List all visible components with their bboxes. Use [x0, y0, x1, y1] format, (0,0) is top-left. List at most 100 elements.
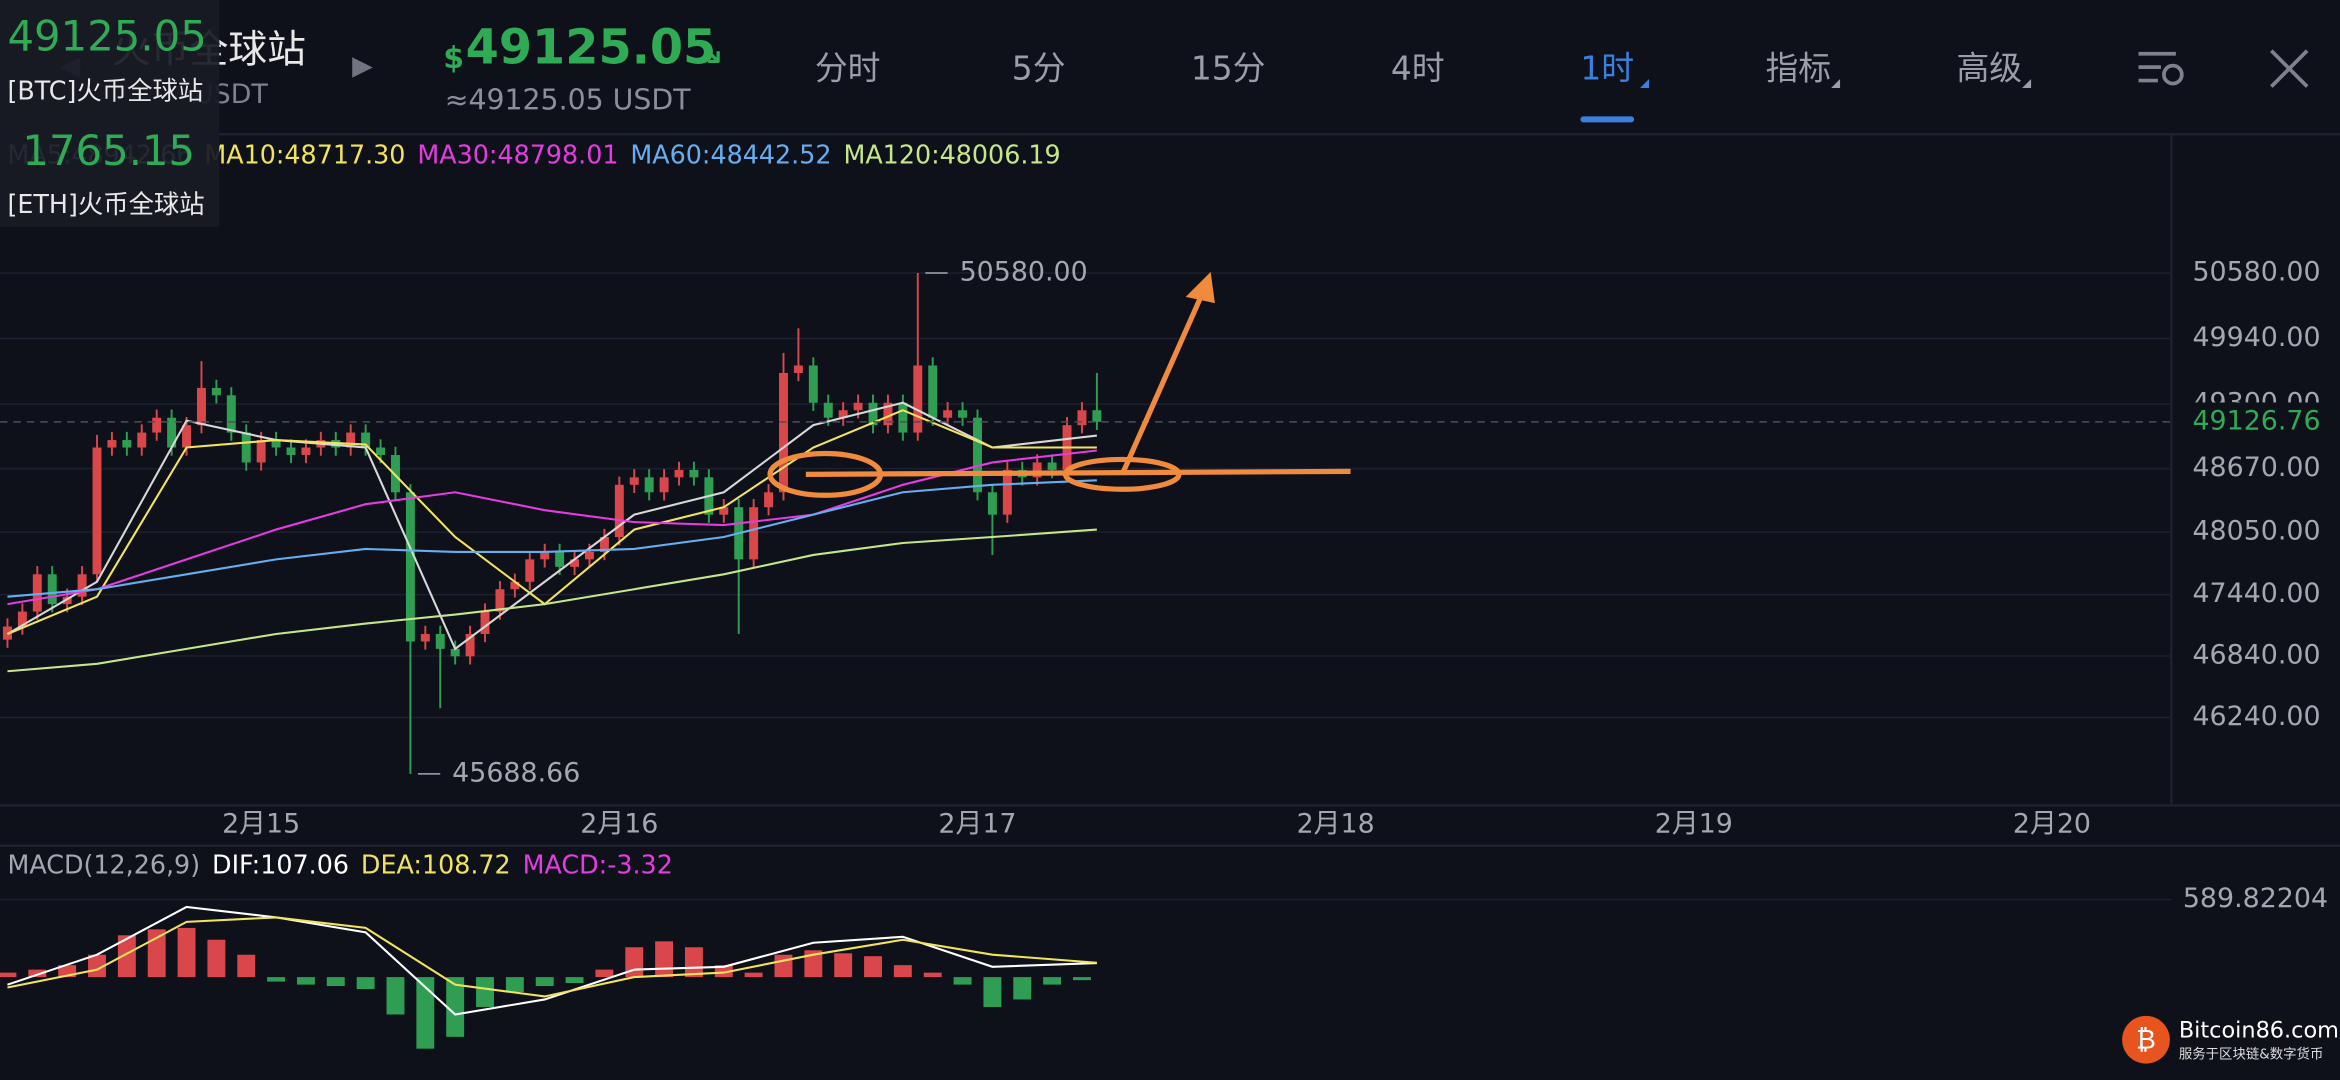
- candle-body: [122, 440, 132, 448]
- macd-bar: [595, 969, 614, 978]
- tab-dropdown: [1831, 79, 1841, 89]
- candle-body: [898, 402, 908, 433]
- candle-body: [495, 589, 505, 612]
- currency-sign: $: [443, 41, 464, 76]
- candle-body: [361, 432, 371, 448]
- overlay-price[interactable]: 49125.05: [7, 11, 206, 60]
- macd-bar: [326, 977, 345, 987]
- candle-body: [808, 365, 818, 403]
- macd-bar: [714, 965, 733, 978]
- candle-body: [749, 507, 759, 560]
- settings-icon[interactable]: [2138, 51, 2184, 86]
- candle-body: [1032, 462, 1042, 478]
- macd-bar: [923, 972, 942, 978]
- tab[interactable]: 分时: [815, 50, 881, 88]
- candle-body: [853, 402, 863, 411]
- candle-body: [1047, 462, 1057, 470]
- close-button[interactable]: [2270, 49, 2309, 88]
- candle-body: [450, 648, 460, 657]
- watermark-logo-glyph: ₿: [2136, 1025, 2156, 1056]
- candle-body: [510, 581, 520, 590]
- extreme-label: 45688.66: [452, 757, 580, 788]
- candle-body: [928, 365, 938, 418]
- candle-body: [405, 492, 415, 642]
- legend-entry: MA30:48798.01: [417, 140, 618, 170]
- macd-bar: [28, 969, 47, 978]
- tab[interactable]: 4时: [1391, 50, 1445, 88]
- candle-body: [17, 611, 27, 627]
- candle-body: [182, 425, 192, 448]
- candle-body: [719, 507, 729, 515]
- icon-gear: [2162, 63, 2184, 86]
- candle-body: [107, 440, 117, 448]
- legend-entry: MA10:48717.30: [204, 140, 405, 170]
- overlay-market[interactable]: [ETH]火币全球站: [7, 189, 204, 219]
- macd-bar: [1043, 977, 1062, 985]
- candle-body: [47, 574, 57, 605]
- candle-body: [868, 402, 878, 426]
- candle-body: [555, 551, 565, 567]
- macd-chart: 589.82204 MACD(12,26,9) DIF:107.06 DEA:108.…: [0, 850, 2328, 1049]
- overlay-market[interactable]: [BTC]火币全球站: [7, 75, 203, 105]
- macd-bar: [774, 954, 793, 978]
- watermark-site: Bitcoin86.com: [2179, 1017, 2339, 1043]
- macd-bar: [565, 977, 584, 984]
- candle-body: [1077, 410, 1087, 426]
- candle-body: [152, 417, 162, 433]
- x-tick-label: 2月19: [1655, 808, 1733, 839]
- macd-bar: [177, 927, 196, 978]
- y-tick-label: 46240.00: [2192, 701, 2320, 732]
- y-tick-label: 49940.00: [2192, 322, 2320, 353]
- indicator-line: [7, 916, 1097, 998]
- legend-entry: MA60:48442.52: [630, 140, 831, 170]
- candle-body: [958, 410, 968, 418]
- y-tick-label: 48670.00: [2192, 452, 2320, 483]
- candle-body: [92, 447, 102, 575]
- candle-body: [883, 402, 893, 426]
- legend-entry: MACD(12,26,9): [7, 850, 200, 880]
- macd-bar: [953, 977, 972, 985]
- candle-body: [585, 551, 594, 560]
- candle-body: [376, 447, 386, 455]
- tab-bar: 分时 5分 15分 4时 1时 指标 高级: [815, 50, 2032, 123]
- legend-entry: MACD:-3.32: [523, 850, 673, 880]
- candle-body: [77, 574, 87, 597]
- tab[interactable]: 指标: [1765, 50, 1831, 88]
- candle-body: [629, 477, 639, 485]
- tab[interactable]: 1时: [1580, 50, 1634, 88]
- macd-bar: [237, 954, 256, 978]
- macd-bar: [535, 977, 554, 987]
- macd-bar: [147, 929, 166, 978]
- drawing: [767, 271, 1351, 498]
- candle-body: [599, 537, 609, 552]
- candle-body: [435, 633, 445, 649]
- candle-body: [973, 417, 982, 493]
- macd-bar: [505, 977, 524, 992]
- indicator-line: [7, 479, 1097, 598]
- candle-body: [913, 365, 923, 433]
- forward-button[interactable]: ▶: [352, 51, 373, 82]
- overlay-price[interactable]: 1765.15: [22, 126, 195, 175]
- tab[interactable]: 高级: [1956, 50, 2022, 88]
- last-price-box: [2175, 402, 2340, 442]
- candle-body: [823, 402, 833, 418]
- y-tick-label: 48050.00: [2192, 516, 2320, 547]
- candle-body: [764, 492, 774, 508]
- trend-arrow: ↘: [692, 29, 725, 74]
- candle-body: [271, 440, 281, 448]
- candle-body: [525, 559, 535, 582]
- macd-bar: [1013, 977, 1032, 1000]
- candle-body: [659, 477, 669, 493]
- header-approx: ≈49125.05 USDT: [445, 83, 691, 116]
- candle-body: [674, 469, 684, 478]
- indicator-line: [7, 528, 1097, 673]
- tab-underline: [1580, 116, 1635, 123]
- macd-bar: [296, 977, 315, 985]
- tab[interactable]: 5分: [1012, 50, 1066, 88]
- macd-bar: [446, 977, 465, 1037]
- macd-bar: [1072, 977, 1091, 981]
- tab[interactable]: 15分: [1191, 50, 1266, 88]
- x-tick-label: 2月17: [938, 808, 1016, 839]
- candle-body: [540, 551, 550, 560]
- y-tick-label: 589.82204: [2183, 883, 2328, 914]
